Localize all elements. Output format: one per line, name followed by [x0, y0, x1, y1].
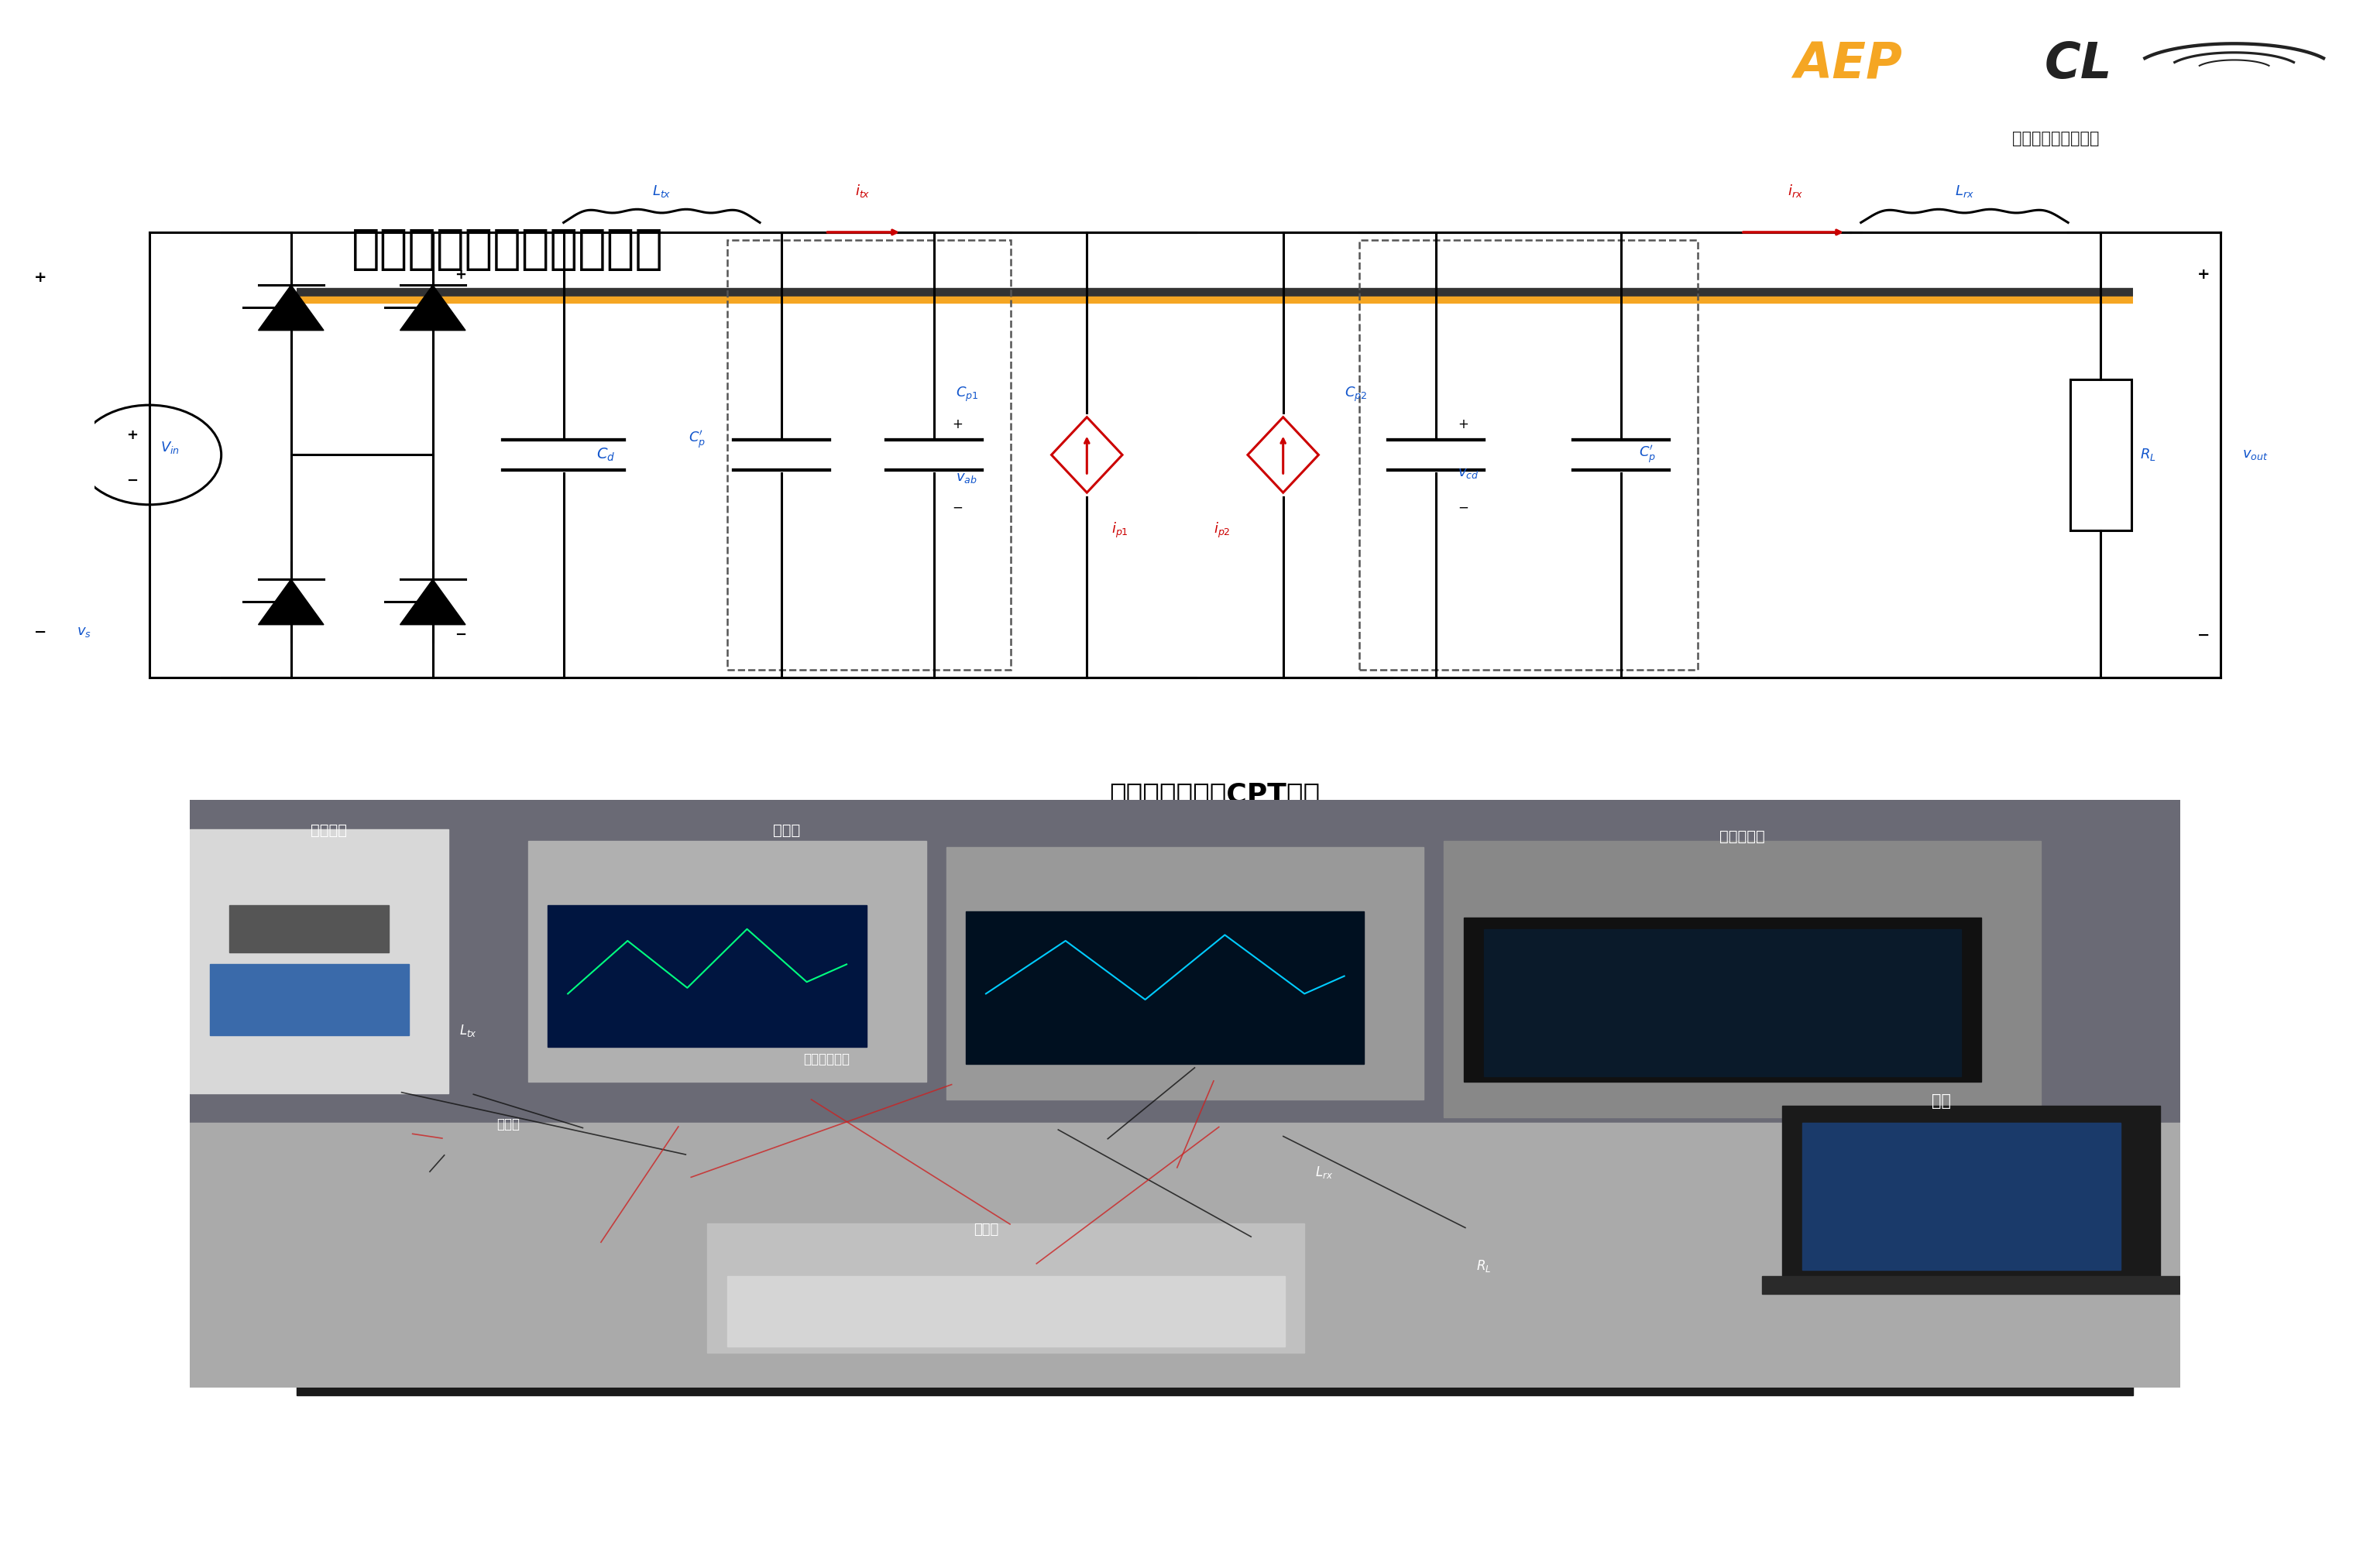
Text: 上海科技大学智慧能源中心 (CiPES): 上海科技大学智慧能源中心 (CiPES)	[1076, 1353, 1353, 1375]
Text: −: −	[1458, 500, 1469, 514]
Text: $i_{p1}$: $i_{p1}$	[1112, 521, 1128, 539]
Bar	[1465, 917, 1981, 1082]
Text: $C_d$: $C_d$	[597, 447, 616, 463]
Text: 逆变器: 逆变器	[495, 1116, 519, 1131]
Text: $i_{tx}$: $i_{tx}$	[856, 183, 870, 199]
Bar	[1763, 1276, 2180, 1294]
Bar	[529, 840, 927, 1082]
Bar	[728, 1276, 1285, 1347]
Text: 辐射与传输效率实验平台: 辐射与传输效率实验平台	[351, 227, 664, 273]
Text: +: +	[126, 428, 137, 442]
Bar	[967, 911, 1365, 1065]
Text: $V_{in}$: $V_{in}$	[161, 439, 180, 455]
Bar	[728, 240, 1010, 670]
Text: 耦合器: 耦合器	[974, 1223, 998, 1237]
Text: $v_{cd}$: $v_{cd}$	[1458, 466, 1479, 480]
Text: 辐射与效率测量实验平台: 辐射与效率测量实验平台	[1114, 1265, 1315, 1295]
Bar	[1484, 928, 1962, 1076]
Bar	[230, 906, 389, 952]
Text: 摄像头: 摄像头	[773, 823, 801, 837]
Text: −: −	[126, 474, 137, 488]
Bar	[706, 1223, 1304, 1352]
Text: $C_p'$: $C_p'$	[1638, 444, 1657, 466]
Text: $i_{p2}$: $i_{p2}$	[1213, 521, 1230, 539]
Text: +: +	[953, 417, 962, 431]
Polygon shape	[258, 285, 325, 331]
Polygon shape	[258, 579, 325, 624]
Text: +: +	[1458, 417, 1469, 431]
Text: CL: CL	[2045, 41, 2112, 88]
Text: $v_{out}$: $v_{out}$	[2242, 448, 2268, 463]
Polygon shape	[401, 285, 465, 331]
Bar	[1360, 240, 1697, 670]
Polygon shape	[401, 579, 465, 624]
Bar	[946, 847, 1424, 1099]
Bar	[190, 829, 448, 1094]
Text: 电脑: 电脑	[1932, 1094, 1951, 1109]
Text: $C_p'$: $C_p'$	[687, 430, 706, 450]
Text: $i_{rx}$: $i_{rx}$	[1787, 183, 1804, 199]
Text: 22: 22	[2064, 1353, 2097, 1375]
Text: −: −	[455, 629, 467, 643]
Text: 频谱分析仪: 频谱分析仪	[1721, 829, 1766, 844]
Bar	[296, 289, 2133, 296]
Text: −: −	[953, 500, 962, 514]
Bar	[547, 906, 867, 1047]
Polygon shape	[1247, 417, 1318, 492]
Text: $C_{p1}$: $C_{p1}$	[955, 386, 979, 403]
Text: +: +	[33, 270, 47, 285]
Bar	[296, 1327, 2133, 1333]
Text: 电场测量探头: 电场测量探头	[803, 1052, 851, 1066]
Text: $C_{p2}$: $C_{p2}$	[1344, 386, 1367, 403]
Text: −: −	[33, 624, 47, 640]
Text: $v_{ab}$: $v_{ab}$	[955, 470, 976, 485]
Text: $L_{tx}$: $L_{tx}$	[652, 183, 671, 199]
Bar	[1443, 840, 2041, 1116]
Bar	[1782, 1105, 2161, 1283]
Bar	[2071, 379, 2131, 530]
Bar	[296, 296, 2133, 303]
Text: 先进电能变换实验室: 先进电能变换实验室	[2012, 132, 2100, 147]
Text: −: −	[2197, 627, 2209, 643]
Text: $R_L$: $R_L$	[1477, 1258, 1491, 1273]
Text: 基于串串补偿的CPT系统: 基于串串补偿的CPT系统	[1109, 782, 1320, 809]
Text: $L_{tx}$: $L_{tx}$	[460, 1022, 476, 1038]
Text: $L_{rx}$: $L_{rx}$	[1955, 183, 1974, 199]
Text: $v_s$: $v_s$	[76, 626, 90, 640]
Polygon shape	[1052, 417, 1123, 492]
Bar	[209, 964, 408, 1035]
Bar	[190, 800, 2180, 1123]
Text: $L_{rx}$: $L_{rx}$	[1315, 1163, 1334, 1179]
Text: +: +	[455, 268, 467, 282]
Text: $R_L$: $R_L$	[2140, 447, 2157, 463]
Text: AEP: AEP	[1794, 41, 1903, 88]
Text: +: +	[2197, 267, 2209, 282]
Text: 直流电源: 直流电源	[310, 823, 346, 837]
Bar	[296, 1333, 2133, 1396]
Bar	[1801, 1123, 2121, 1270]
Bar	[190, 1123, 2180, 1388]
